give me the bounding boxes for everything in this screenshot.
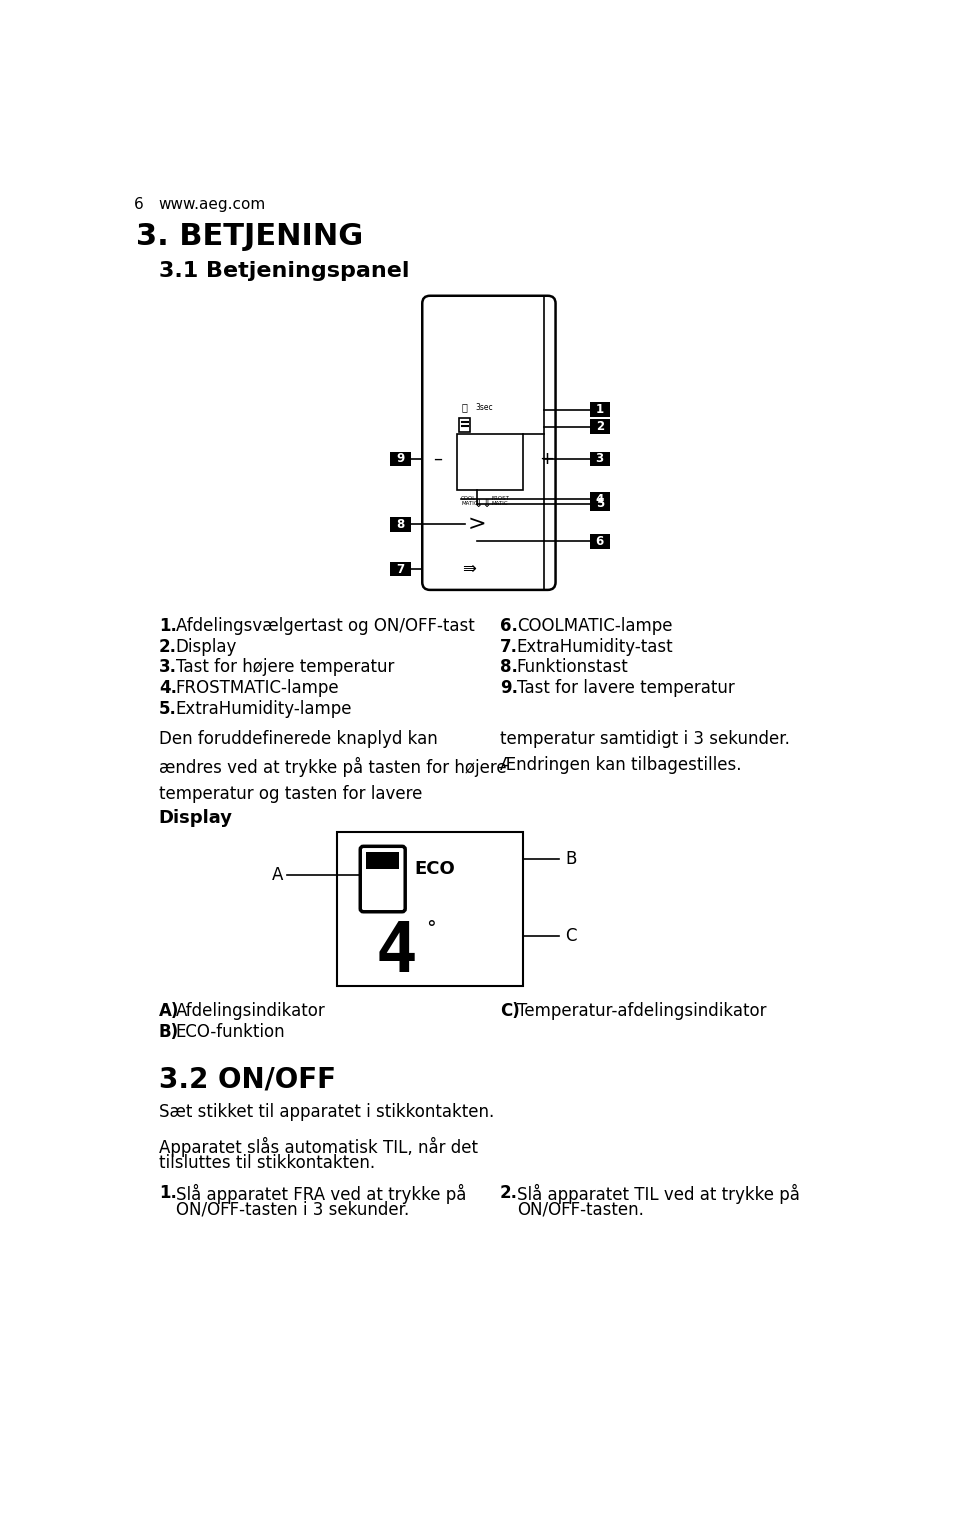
Text: 3.2 ON/OFF: 3.2 ON/OFF	[158, 1065, 336, 1094]
Text: >: >	[468, 515, 486, 535]
Text: Sæt stikket til apparatet i stikkontakten.: Sæt stikket til apparatet i stikkontakte…	[158, 1103, 494, 1121]
Text: 5: 5	[595, 497, 604, 511]
Text: COOL
MATIC: COOL MATIC	[461, 495, 478, 506]
Bar	[457, 435, 523, 489]
Text: B: B	[565, 850, 577, 868]
Text: Temperatur-afdelingsindikator: Temperatur-afdelingsindikator	[516, 1001, 766, 1020]
Bar	[391, 562, 411, 576]
Text: ⇓⇓: ⇓⇓	[473, 498, 492, 509]
Text: 3.: 3.	[158, 659, 177, 676]
Text: 7: 7	[396, 562, 404, 576]
Text: www.aeg.com: www.aeg.com	[158, 197, 266, 212]
Bar	[589, 535, 610, 548]
Text: 6: 6	[134, 197, 144, 212]
Text: ⓘ: ⓘ	[462, 403, 468, 412]
Text: Display: Display	[158, 809, 232, 827]
Text: A: A	[272, 865, 283, 883]
Text: A): A)	[158, 1001, 180, 1020]
Bar	[589, 451, 610, 467]
Text: ON/OFF-tasten i 3 sekunder.: ON/OFF-tasten i 3 sekunder.	[176, 1200, 409, 1218]
Text: 3: 3	[595, 453, 604, 465]
Bar	[589, 420, 610, 433]
Text: +: +	[539, 450, 554, 468]
Text: Afdelingsvælgertast og ON/OFF-tast: Afdelingsvælgertast og ON/OFF-tast	[176, 617, 474, 635]
Bar	[391, 517, 411, 532]
Text: ⇛: ⇛	[462, 561, 476, 579]
Text: 3sec: 3sec	[476, 403, 493, 412]
Text: FROSTMATIC-lampe: FROSTMATIC-lampe	[176, 679, 340, 697]
Bar	[589, 497, 610, 511]
Text: Afdelingsindikator: Afdelingsindikator	[176, 1001, 325, 1020]
Text: Tast for lavere temperatur: Tast for lavere temperatur	[516, 679, 734, 697]
Text: 6.: 6.	[500, 617, 517, 635]
Text: °: °	[426, 918, 436, 938]
Bar	[589, 492, 610, 506]
Text: COOLMATIC-lampe: COOLMATIC-lampe	[516, 617, 672, 635]
Text: –: –	[433, 450, 443, 468]
Text: ECO-funktion: ECO-funktion	[176, 1023, 285, 1041]
Text: Apparatet slås automatisk TIL, når det: Apparatet slås automatisk TIL, når det	[158, 1136, 478, 1156]
Text: 9: 9	[396, 453, 405, 465]
Text: Display: Display	[176, 638, 237, 656]
Text: 2.: 2.	[500, 1183, 517, 1201]
Text: ECO: ECO	[415, 861, 455, 879]
FancyBboxPatch shape	[360, 847, 405, 912]
Bar	[589, 403, 610, 417]
Text: 6: 6	[595, 535, 604, 548]
Bar	[367, 853, 399, 870]
Text: tilsluttes til stikkontakten.: tilsluttes til stikkontakten.	[158, 1153, 374, 1171]
Text: 2.: 2.	[158, 638, 177, 656]
Text: Slå apparatet TIL ved at trykke på: Slå apparatet TIL ved at trykke på	[516, 1183, 800, 1203]
Text: Slå apparatet FRA ved at trykke på: Slå apparatet FRA ved at trykke på	[176, 1183, 467, 1203]
Text: 4: 4	[375, 918, 418, 986]
Text: Tast for højere temperatur: Tast for højere temperatur	[176, 659, 395, 676]
Text: 8: 8	[396, 518, 405, 530]
Text: 3. BETJENING: 3. BETJENING	[135, 221, 363, 251]
Text: C): C)	[500, 1001, 519, 1020]
Text: 7.: 7.	[500, 638, 517, 656]
Bar	[337, 832, 523, 986]
Bar	[460, 418, 470, 432]
Text: B): B)	[158, 1023, 179, 1041]
Text: 9.: 9.	[500, 679, 517, 697]
Text: temperatur samtidigt i 3 sekunder.
Ændringen kan tilbagestilles.: temperatur samtidigt i 3 sekunder. Ændri…	[500, 730, 790, 774]
Text: 4: 4	[595, 492, 604, 506]
Text: 2: 2	[595, 420, 604, 433]
Text: 4.: 4.	[158, 679, 177, 697]
Text: ON/OFF-tasten.: ON/OFF-tasten.	[516, 1200, 643, 1218]
Text: 3.1 Betjeningspanel: 3.1 Betjeningspanel	[158, 261, 409, 282]
Text: 1.: 1.	[158, 1183, 177, 1201]
Text: FROST
MATIC: FROST MATIC	[492, 495, 510, 506]
Text: Den foruddefinerede knaplyd kan
ændres ved at trykke på tasten for højere
temper: Den foruddefinerede knaplyd kan ændres v…	[158, 730, 506, 803]
Bar	[391, 451, 411, 467]
Text: 1: 1	[595, 403, 604, 417]
Text: Funktionstast: Funktionstast	[516, 659, 629, 676]
Text: 8.: 8.	[500, 659, 517, 676]
Text: ExtraHumidity-tast: ExtraHumidity-tast	[516, 638, 673, 656]
Text: 5.: 5.	[158, 700, 177, 718]
FancyBboxPatch shape	[422, 295, 556, 589]
Text: 1.: 1.	[158, 617, 177, 635]
Text: C: C	[565, 927, 577, 945]
Text: ExtraHumidity-lampe: ExtraHumidity-lampe	[176, 700, 352, 718]
